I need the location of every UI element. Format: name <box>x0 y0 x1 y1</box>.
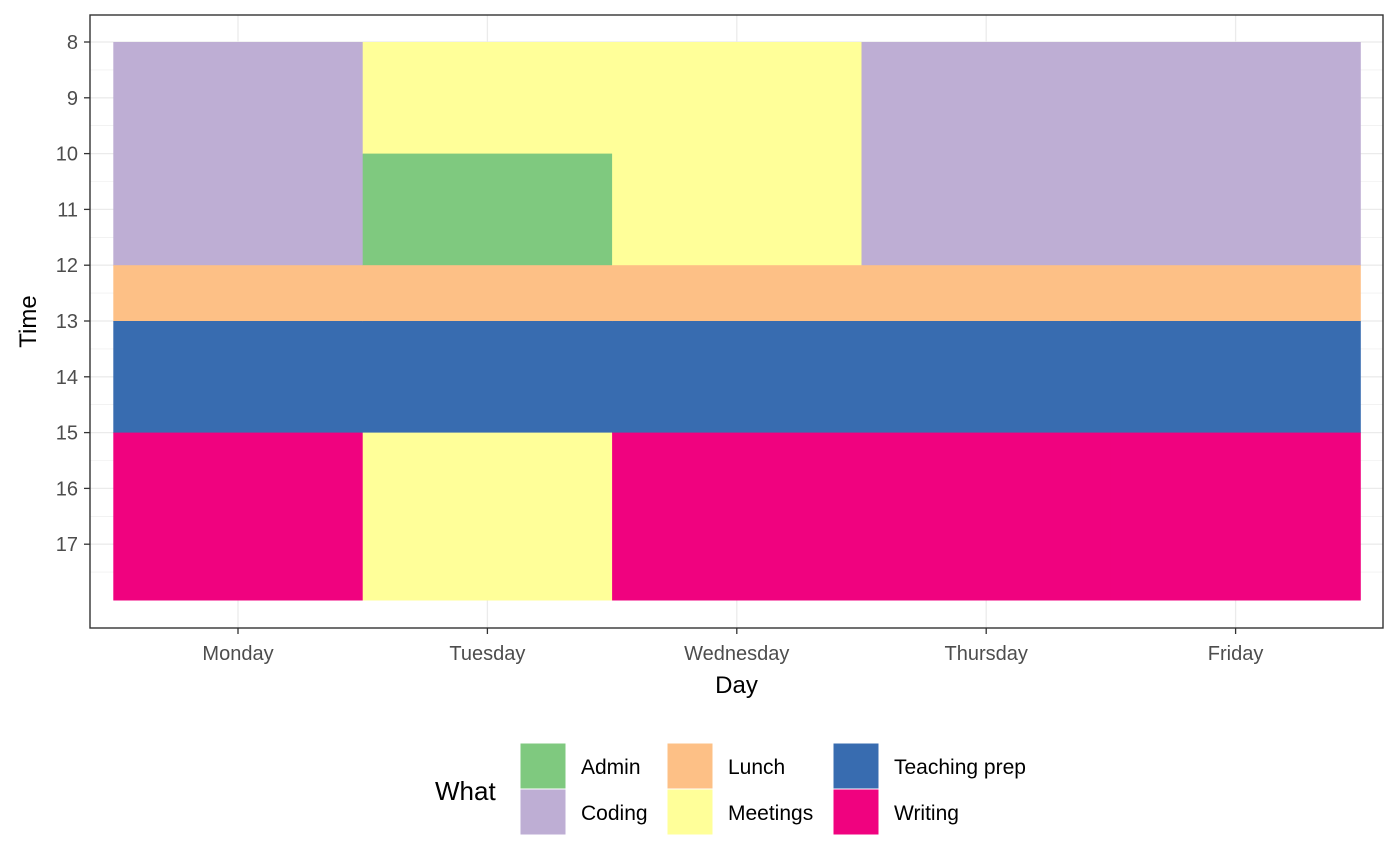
legend-label: Teaching prep <box>894 756 1026 779</box>
block-friday-12 <box>1110 265 1361 322</box>
y-tick-label: 8 <box>67 32 78 54</box>
legend-label: Writing <box>894 802 959 825</box>
block-thursday-12 <box>861 265 1112 322</box>
schedule-blocks <box>113 42 1361 601</box>
x-tick-label: Tuesday <box>449 643 525 665</box>
x-tick-label: Wednesday <box>684 643 789 665</box>
legend-key-writing <box>832 788 880 836</box>
legend-key-lunch <box>666 742 714 790</box>
block-tuesday-10 <box>362 153 613 266</box>
x-tick-label: Monday <box>202 643 273 665</box>
x-tick-label: Friday <box>1208 643 1264 665</box>
y-tick-label: 17 <box>56 534 78 556</box>
block-monday-13 <box>113 321 364 434</box>
y-axis: 8 9 10 11 12 13 14 15 16 17 <box>56 32 90 556</box>
block-tuesday-13 <box>362 321 613 434</box>
block-monday-8 <box>113 42 364 266</box>
legend-label: Admin <box>581 756 641 779</box>
block-thursday-8 <box>861 42 1112 266</box>
block-tuesday-8 <box>362 42 613 155</box>
block-friday-8 <box>1110 42 1361 266</box>
legend-label: Coding <box>581 802 648 825</box>
legend-label: Lunch <box>728 756 785 779</box>
block-wednesday-8 <box>612 42 862 266</box>
block-friday-13 <box>1110 321 1361 434</box>
block-thursday-13 <box>861 321 1112 434</box>
y-tick-label: 15 <box>56 423 78 445</box>
block-monday-12 <box>113 265 364 322</box>
block-friday-15 <box>1110 432 1361 601</box>
block-wednesday-13 <box>612 321 862 434</box>
legend-title: What <box>435 776 496 806</box>
legend-key-admin <box>519 742 567 790</box>
block-tuesday-15 <box>362 432 613 601</box>
legend-key-teaching-prep <box>832 742 880 790</box>
y-tick-label: 9 <box>67 88 78 110</box>
y-tick-label: 13 <box>56 311 78 333</box>
x-axis: Monday Tuesday Wednesday Thursday Friday <box>202 628 1263 665</box>
y-tick-label: 11 <box>57 199 78 221</box>
y-tick-label: 14 <box>56 367 78 389</box>
y-tick-label: 12 <box>56 255 78 277</box>
block-thursday-15 <box>861 432 1112 601</box>
y-axis-title: Time <box>15 295 42 347</box>
x-tick-label: Thursday <box>945 643 1028 665</box>
legend-key-coding <box>519 788 567 836</box>
block-monday-15 <box>113 432 364 601</box>
legend-key-meetings <box>666 788 714 836</box>
legend: What Admin Coding Lunch Meetings Teaching pr… <box>435 742 1026 836</box>
legend-label: Meetings <box>728 802 813 825</box>
y-tick-label: 16 <box>56 478 78 500</box>
block-wednesday-12 <box>612 265 862 322</box>
block-tuesday-12 <box>362 265 613 322</box>
y-tick-label: 10 <box>56 144 78 166</box>
x-axis-title: Day <box>715 672 758 699</box>
block-wednesday-15 <box>612 432 862 601</box>
